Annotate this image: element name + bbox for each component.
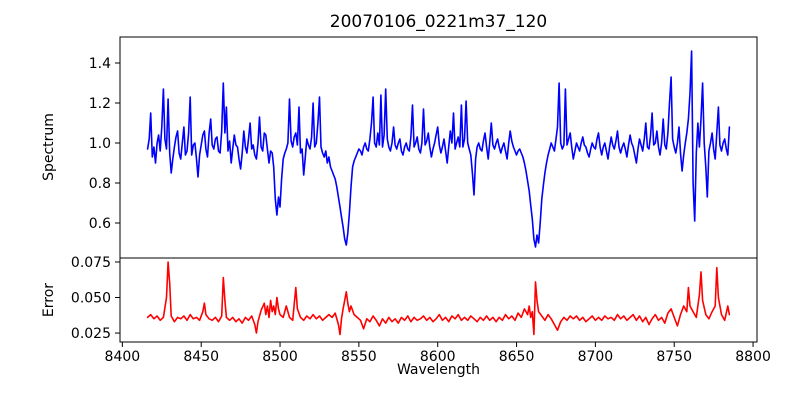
x-tick-label: 8550 — [341, 349, 377, 365]
y-tick-label: 0.050 — [71, 291, 111, 307]
y-tick-label: 1.0 — [89, 136, 111, 152]
y-tick-label: 0.8 — [89, 176, 111, 192]
x-tick-label: 8750 — [656, 349, 692, 365]
y-tick-label: 0.025 — [71, 326, 111, 342]
error-y-axis-label: Error — [41, 282, 57, 318]
spectrum-y-axis-label: Spectrum — [41, 113, 57, 181]
axes-frame-error — [119, 257, 758, 343]
y-tick-label: 0.075 — [71, 255, 111, 271]
error-line — [146, 261, 731, 336]
chart-title: 20070106_0221m37_120 — [329, 12, 548, 32]
wavelength-x-axis-label: Wavelength — [396, 362, 481, 378]
spectrum-line — [146, 50, 731, 248]
x-tick-label: 8450 — [183, 349, 219, 365]
x-tick-label: 8600 — [420, 349, 456, 365]
x-tick-label: 8400 — [105, 349, 141, 365]
x-tick-label: 8700 — [578, 349, 614, 365]
y-tick-label: 1.4 — [89, 56, 111, 72]
x-tick-label: 8650 — [499, 349, 535, 365]
x-tick-label: 8500 — [262, 349, 298, 365]
y-tick-label: 0.6 — [89, 216, 111, 232]
x-tick-label: 8800 — [735, 349, 771, 365]
y-tick-label: 1.2 — [89, 96, 111, 112]
